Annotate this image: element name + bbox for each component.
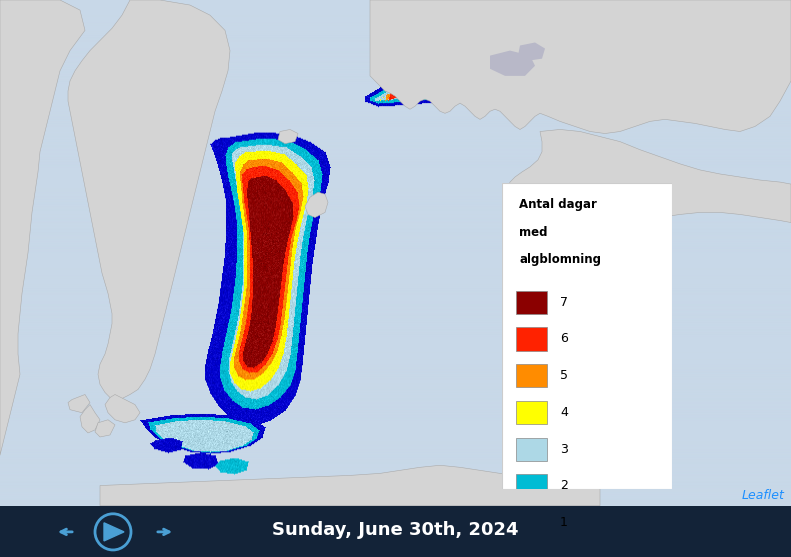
Polygon shape [80, 404, 100, 433]
Text: 5: 5 [560, 369, 568, 382]
Text: 4: 4 [560, 406, 568, 419]
Polygon shape [0, 0, 85, 455]
Polygon shape [68, 0, 230, 399]
Polygon shape [100, 465, 600, 506]
Polygon shape [95, 420, 115, 437]
FancyBboxPatch shape [516, 475, 547, 497]
Polygon shape [305, 192, 328, 217]
Polygon shape [278, 129, 298, 144]
Polygon shape [80, 404, 100, 433]
Text: 3: 3 [560, 443, 568, 456]
Polygon shape [518, 42, 545, 61]
Text: med: med [520, 226, 548, 238]
Polygon shape [305, 192, 328, 217]
Polygon shape [0, 0, 85, 455]
FancyBboxPatch shape [516, 364, 547, 387]
Polygon shape [68, 394, 90, 413]
Polygon shape [105, 394, 140, 423]
Polygon shape [95, 420, 115, 437]
Polygon shape [68, 0, 230, 399]
Polygon shape [507, 129, 791, 248]
Text: Antal dagar: Antal dagar [520, 198, 597, 211]
FancyBboxPatch shape [516, 511, 547, 534]
Text: 7: 7 [560, 296, 568, 309]
Polygon shape [370, 0, 791, 134]
FancyBboxPatch shape [516, 401, 547, 424]
Text: 2: 2 [560, 480, 568, 492]
Polygon shape [490, 51, 535, 76]
FancyBboxPatch shape [516, 291, 547, 314]
Text: Sunday, June 30th, 2024: Sunday, June 30th, 2024 [272, 521, 518, 539]
FancyBboxPatch shape [502, 183, 672, 489]
Polygon shape [507, 129, 791, 248]
Polygon shape [104, 523, 124, 541]
Text: 6: 6 [560, 333, 568, 345]
Text: algblomning: algblomning [520, 253, 601, 266]
FancyBboxPatch shape [516, 328, 547, 350]
Polygon shape [490, 51, 535, 76]
Polygon shape [370, 0, 791, 134]
Text: 1: 1 [560, 516, 568, 529]
FancyBboxPatch shape [516, 438, 547, 461]
Polygon shape [518, 42, 545, 61]
Polygon shape [105, 394, 140, 423]
Polygon shape [68, 394, 90, 413]
Polygon shape [100, 465, 600, 506]
Polygon shape [278, 129, 298, 144]
Text: Leaflet: Leaflet [742, 488, 785, 502]
